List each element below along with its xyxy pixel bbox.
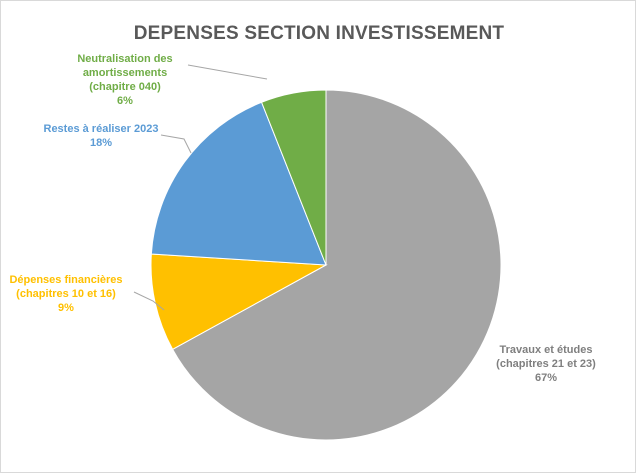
slice-label-line: 18% xyxy=(90,137,112,149)
leader-lines xyxy=(133,64,268,311)
slice-label: Dépenses financières (chapitres 10 et 16)… xyxy=(9,274,122,314)
slice-label-line: Travaux et études xyxy=(500,344,593,356)
slice-label-line: (chapitres 10 et 16) xyxy=(16,288,116,300)
leader-line xyxy=(160,134,192,154)
slice-label: Travaux et études (chapitres 21 et 23) 67% xyxy=(496,344,596,384)
slice-label-line: (chapitre 040) xyxy=(89,81,161,93)
slice-labels: Travaux et études (chapitres 21 et 23) 67%… xyxy=(9,53,596,384)
slice-label-line: (chapitres 21 et 23) xyxy=(496,358,596,370)
slice-label-line: 6% xyxy=(117,95,133,107)
leader-line xyxy=(187,64,268,80)
slice-label-line: 67% xyxy=(535,372,557,384)
slice-label: Restes à réaliser 2023 18% xyxy=(44,123,159,149)
chart-title: DEPENSES SECTION INVESTISSEMENT xyxy=(133,23,505,44)
pie-slice xyxy=(260,89,327,266)
slice-label-line: Restes à réaliser 2023 xyxy=(44,123,159,135)
slice-label: Neutralisation des amortissements (chapitr… xyxy=(77,53,172,107)
slice-label-line: amortissements xyxy=(83,67,167,79)
pie-slices xyxy=(150,89,502,441)
slice-label-line: Dépenses financières xyxy=(9,274,122,286)
slice-label-line: 9% xyxy=(58,302,74,314)
pie-slice xyxy=(150,101,327,266)
slice-label-line: Neutralisation des xyxy=(77,53,172,65)
pie-slice xyxy=(171,89,502,441)
leader-line xyxy=(133,291,165,311)
